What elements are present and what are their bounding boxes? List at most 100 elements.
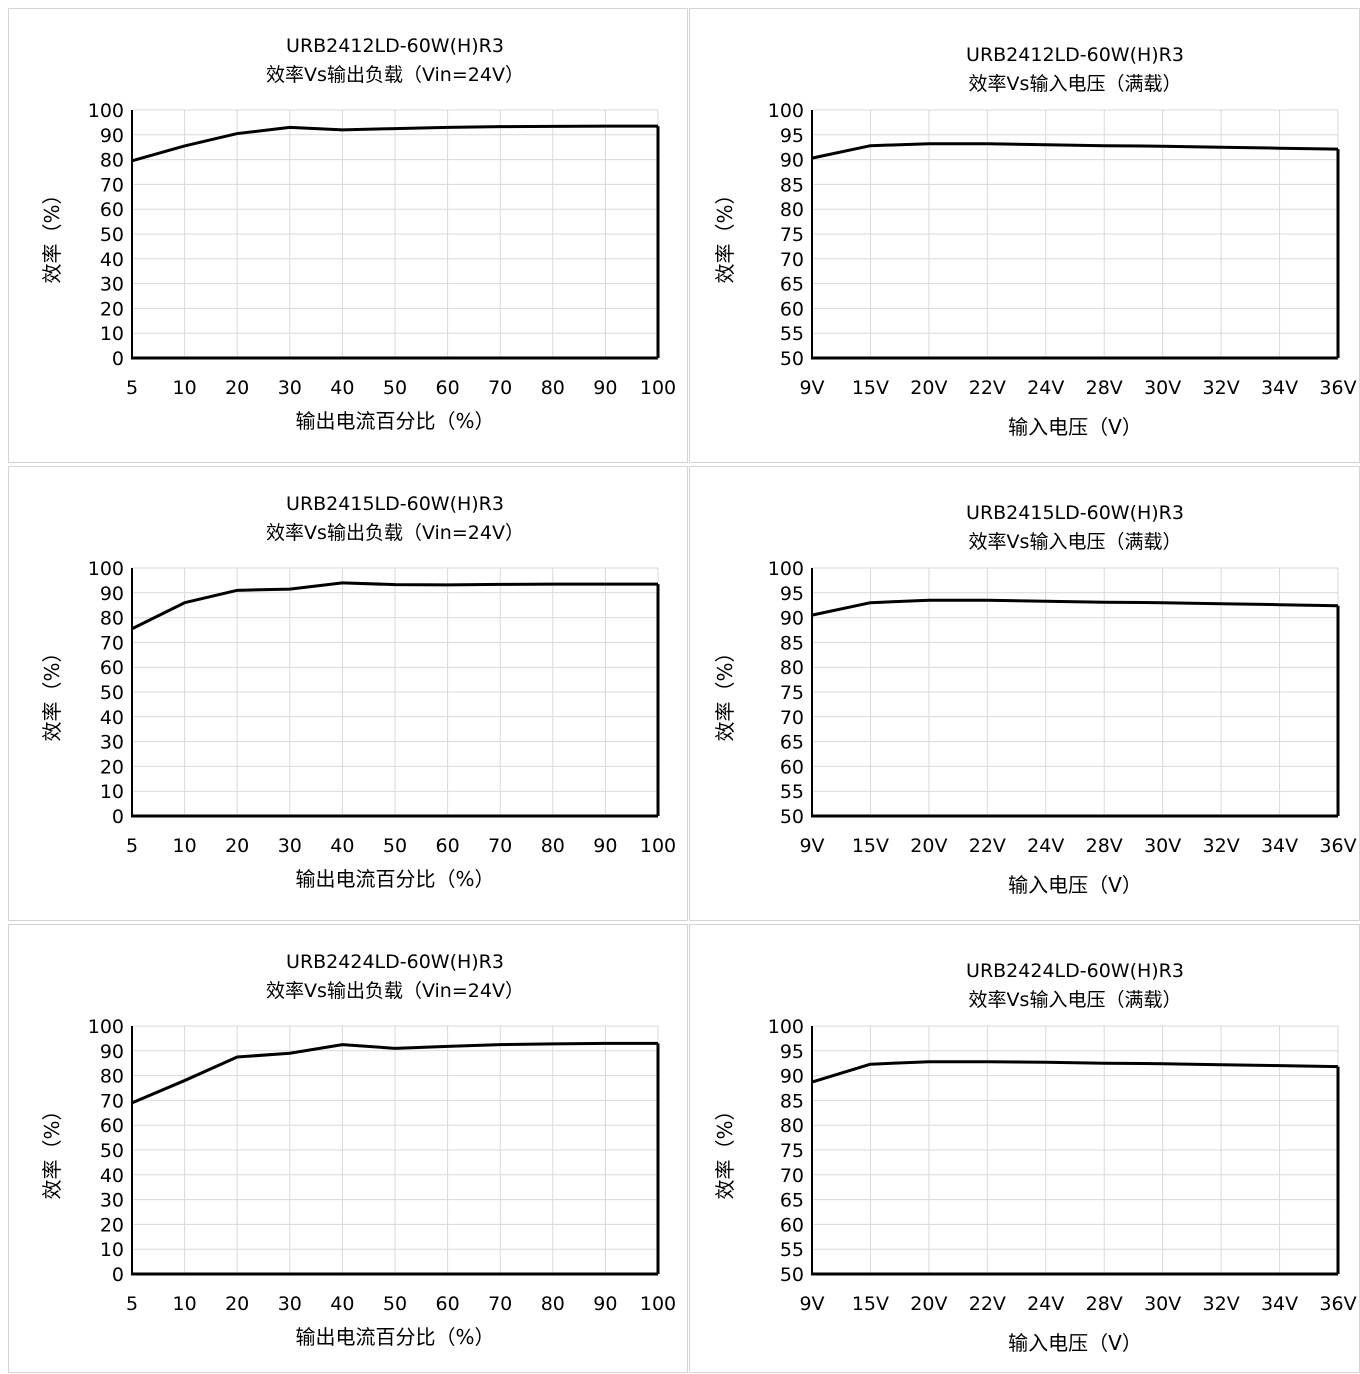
x-tick-label: 20 <box>225 835 249 857</box>
y-tick-label: 75 <box>780 682 804 704</box>
x-tick-label: 40 <box>330 835 354 857</box>
x-tick-label: 60 <box>436 835 460 857</box>
x-tick-label: 80 <box>541 377 565 399</box>
chart-svg-4: URB2415LD-60W(H)R3效率Vs输入电压（满载）5055606570… <box>690 467 1360 922</box>
y-axis-label: 效率（%） <box>713 184 737 283</box>
y-tick-label: 100 <box>768 558 804 580</box>
x-tick-label: 60 <box>436 377 460 399</box>
y-tick-label: 55 <box>780 1239 804 1261</box>
x-tick-label: 32V <box>1203 377 1240 399</box>
y-tick-label: 50 <box>100 1140 124 1162</box>
y-tick-label: 60 <box>780 1214 804 1236</box>
x-tick-label: 90 <box>593 377 617 399</box>
series-line <box>812 1062 1338 1082</box>
x-tick-label: 10 <box>173 1293 197 1315</box>
y-tick-label: 0 <box>112 1264 124 1286</box>
chart-title: URB2412LD-60W(H)R3 <box>286 35 504 57</box>
x-tick-label: 100 <box>640 377 676 399</box>
x-tick-label: 9V <box>799 835 824 857</box>
x-axis-label: 输出电流百分比（%） <box>295 867 494 891</box>
y-tick-label: 10 <box>100 781 124 803</box>
x-tick-label: 10 <box>173 835 197 857</box>
x-tick-label: 60 <box>436 1293 460 1315</box>
y-axis-label: 效率（%） <box>40 1100 64 1199</box>
y-tick-label: 30 <box>100 274 124 296</box>
y-tick-label: 95 <box>780 1041 804 1063</box>
y-tick-label: 20 <box>100 1214 124 1236</box>
x-tick-label: 22V <box>969 1293 1006 1315</box>
y-tick-label: 40 <box>100 249 124 271</box>
x-tick-label: 34V <box>1261 1293 1298 1315</box>
chart-svg-3: URB2415LD-60W(H)R3效率Vs输出负载（Vin=24V）01020… <box>9 467 689 922</box>
chart-subtitle: 效率Vs输出负载（Vin=24V） <box>266 522 524 544</box>
x-tick-label: 30 <box>278 1293 302 1315</box>
y-tick-label: 60 <box>780 298 804 320</box>
y-tick-label: 75 <box>780 224 804 246</box>
y-axis-label: 效率（%） <box>713 1100 737 1199</box>
x-tick-label: 100 <box>640 835 676 857</box>
y-tick-label: 10 <box>100 323 124 345</box>
x-tick-label: 36V <box>1319 377 1356 399</box>
y-tick-label: 80 <box>100 608 124 630</box>
series-line <box>812 600 1338 615</box>
y-tick-label: 90 <box>780 1066 804 1088</box>
chart-subtitle: 效率Vs输出负载（Vin=24V） <box>266 980 524 1002</box>
x-tick-label: 80 <box>541 1293 565 1315</box>
y-tick-label: 90 <box>780 608 804 630</box>
y-tick-label: 50 <box>780 348 804 370</box>
chart-subtitle: 效率Vs输出负载（Vin=24V） <box>266 64 524 86</box>
x-tick-label: 30V <box>1144 377 1181 399</box>
x-tick-label: 30V <box>1144 1293 1181 1315</box>
x-tick-label: 22V <box>969 835 1006 857</box>
x-axis-label: 输入电压（V） <box>1008 1331 1142 1355</box>
x-tick-label: 10 <box>173 377 197 399</box>
x-tick-label: 15V <box>852 377 889 399</box>
y-axis-label: 效率（%） <box>40 184 64 283</box>
chart-title: URB2424LD-60W(H)R3 <box>286 951 504 973</box>
y-tick-label: 20 <box>100 298 124 320</box>
x-tick-label: 24V <box>1027 1293 1064 1315</box>
x-axis-label: 输出电流百分比（%） <box>295 409 494 433</box>
y-tick-label: 40 <box>100 707 124 729</box>
x-tick-label: 22V <box>969 377 1006 399</box>
y-tick-label: 85 <box>780 1090 804 1112</box>
x-tick-label: 40 <box>330 377 354 399</box>
x-tick-label: 15V <box>852 1293 889 1315</box>
x-tick-label: 5 <box>126 835 138 857</box>
chart-subtitle: 效率Vs输入电压（满载） <box>969 531 1182 553</box>
x-tick-label: 9V <box>799 377 824 399</box>
y-tick-label: 95 <box>780 583 804 605</box>
y-tick-label: 80 <box>100 1066 124 1088</box>
y-axis-label: 效率（%） <box>713 642 737 741</box>
y-tick-label: 90 <box>100 583 124 605</box>
x-tick-label: 15V <box>852 835 889 857</box>
x-tick-label: 50 <box>383 377 407 399</box>
y-tick-label: 50 <box>100 682 124 704</box>
y-tick-label: 70 <box>100 174 124 196</box>
y-axis-label: 效率（%） <box>40 642 64 741</box>
y-tick-label: 100 <box>88 100 124 122</box>
y-tick-label: 50 <box>780 1264 804 1286</box>
x-tick-label: 70 <box>488 835 512 857</box>
x-tick-label: 24V <box>1027 377 1064 399</box>
y-tick-label: 90 <box>780 150 804 172</box>
x-tick-label: 70 <box>488 1293 512 1315</box>
x-tick-label: 40 <box>330 1293 354 1315</box>
chart-svg-6: URB2424LD-60W(H)R3效率Vs输入电压（满载）5055606570… <box>690 925 1360 1374</box>
y-tick-label: 75 <box>780 1140 804 1162</box>
y-tick-label: 65 <box>780 1190 804 1212</box>
y-tick-label: 0 <box>112 806 124 828</box>
x-tick-label: 30 <box>278 377 302 399</box>
x-tick-label: 20V <box>910 835 947 857</box>
x-tick-label: 50 <box>383 1293 407 1315</box>
y-tick-label: 100 <box>88 1016 124 1038</box>
x-axis-label: 输入电压（V） <box>1008 415 1142 439</box>
y-tick-label: 60 <box>100 199 124 221</box>
y-tick-label: 80 <box>780 1115 804 1137</box>
y-tick-label: 100 <box>88 558 124 580</box>
